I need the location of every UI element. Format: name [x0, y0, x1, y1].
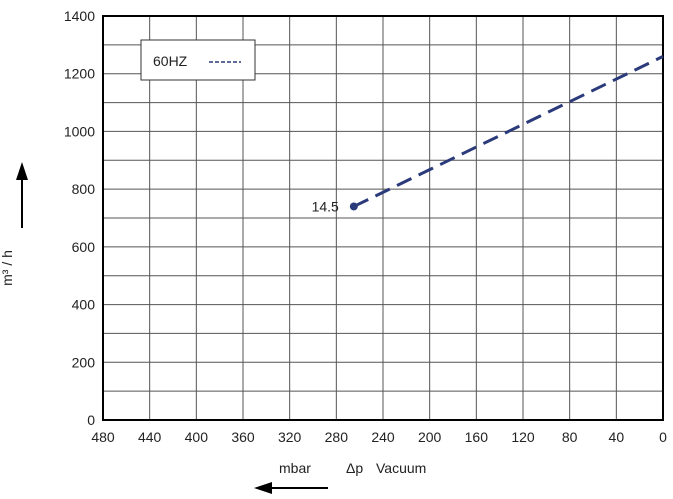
plot-frame [102, 15, 664, 421]
x-tick-labels: 480 440 400 360 320 280 240 200 160 120 80 40 0 [91, 429, 667, 445]
x-tick-label: 400 [185, 429, 209, 445]
x-tick-label: 240 [371, 429, 395, 445]
x-axis-symbol: Δp [346, 460, 363, 476]
x-tick-label: 320 [278, 429, 302, 445]
x-axis-unit: mbar [279, 460, 311, 476]
x-tick-label: 440 [138, 429, 162, 445]
y-axis-label: m³ / h [0, 250, 15, 286]
y-tick-label: 1000 [64, 123, 95, 139]
y-tick-label: 800 [72, 181, 96, 197]
y-tick-label: 1400 [64, 8, 95, 24]
x-tick-label: 200 [418, 429, 442, 445]
legend-label: 60HZ [153, 53, 188, 69]
series-line [353, 55, 664, 208]
x-tick-label: 160 [465, 429, 489, 445]
y-arrow-head [16, 162, 28, 180]
x-tick-label: 40 [609, 429, 625, 445]
y-tick-label: 0 [87, 412, 95, 428]
y-tick-labels: 0 200 400 600 800 1000 1200 1400 [64, 8, 95, 428]
y-tick-label: 600 [72, 239, 96, 255]
x-tick-label: 360 [231, 429, 255, 445]
y-tick-label: 1200 [64, 66, 95, 82]
series-layer [349, 55, 664, 211]
x-tick-label: 280 [325, 429, 349, 445]
y-axis-label-group: m³ / h [0, 162, 28, 286]
legend-box [140, 39, 256, 81]
x-tick-label: 80 [562, 429, 578, 445]
y-tick-label: 400 [72, 297, 96, 313]
legend: 60HZ [140, 39, 256, 81]
annotation-label: 14.5 [312, 198, 339, 214]
x-tick-label: 120 [511, 429, 535, 445]
x-axis-label-group: mbar Δp Vacuum [254, 460, 426, 494]
y-tick-label: 200 [72, 354, 96, 370]
x-tick-label: 480 [91, 429, 115, 445]
x-axis-label: Vacuum [376, 460, 426, 476]
x-arrow-head [254, 482, 272, 494]
x-tick-label: 0 [659, 429, 667, 445]
series-start-point [349, 202, 358, 211]
